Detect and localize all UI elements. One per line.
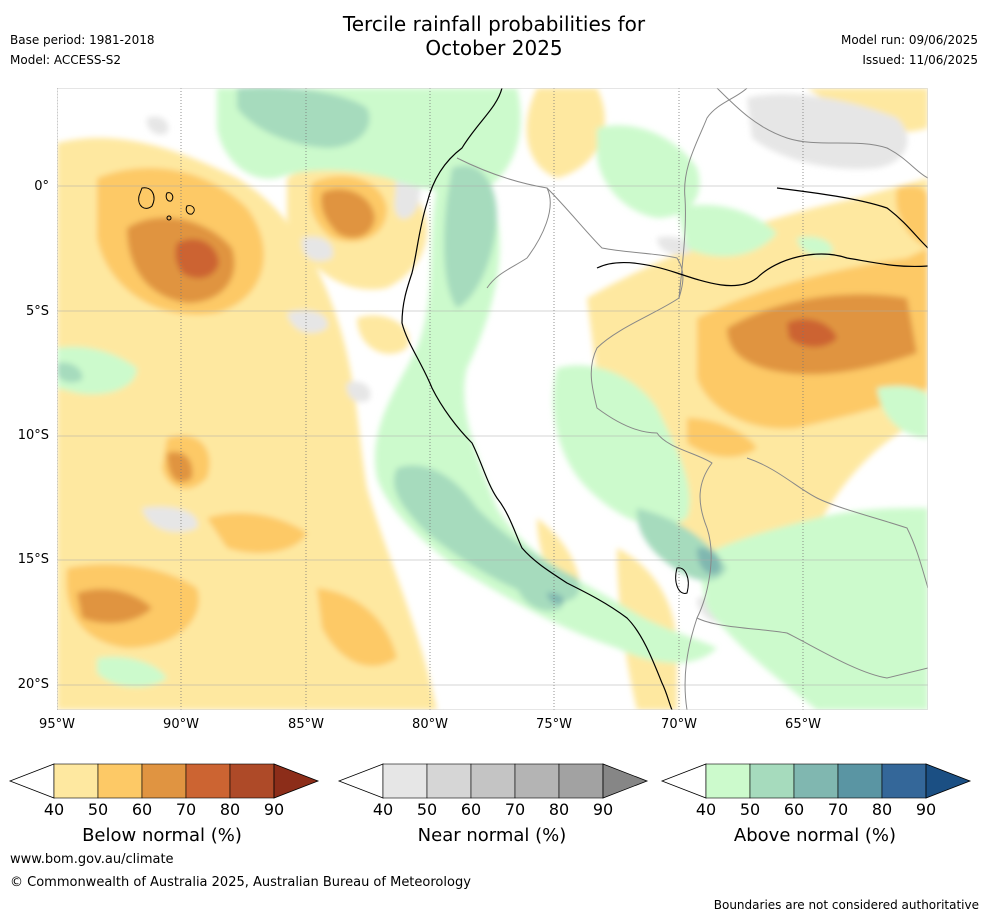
disclaimer-text: Boundaries are not considered authoritat… bbox=[713, 898, 979, 912]
colorbar-segment bbox=[749, 763, 795, 799]
colorbar-tick-label: 60 bbox=[131, 800, 153, 819]
below-normal-legend-title: Below normal (%) bbox=[82, 825, 242, 846]
title-line-1: Tercile rainfall probabilities for bbox=[342, 12, 646, 36]
colorbar-segment bbox=[837, 763, 883, 799]
colorbar-segment bbox=[53, 763, 99, 799]
near-normal-legend-title: Near normal (%) bbox=[417, 825, 567, 846]
below-normal-70-80-areas bbox=[175, 239, 837, 347]
lat-label-5s: 5°S bbox=[25, 304, 49, 319]
colorbar-tick-label: 70 bbox=[504, 800, 526, 819]
colorbar-max-extension bbox=[602, 763, 649, 799]
colorbar-min-extension bbox=[660, 763, 707, 799]
above-normal-60-70-areas bbox=[547, 547, 721, 605]
galapagos-islands bbox=[138, 187, 195, 221]
model-run-text: Model run: 09/06/2025 bbox=[840, 33, 978, 47]
title-line-2: October 2025 bbox=[425, 36, 563, 60]
meta-left: Base period: 1981-2018 Model: ACCESS-S2 bbox=[10, 30, 155, 70]
below-normal-colorbar bbox=[8, 763, 320, 799]
colorbar-tick-label: 80 bbox=[871, 800, 893, 819]
colorbar-segment bbox=[705, 763, 751, 799]
map-canvas bbox=[57, 88, 928, 710]
country-borders bbox=[456, 88, 928, 710]
lat-label-20s: 20°S bbox=[17, 677, 49, 692]
colorbar-tick-label: 40 bbox=[372, 800, 394, 819]
map-title: Tercile rainfall probabilities for Octob… bbox=[0, 12, 988, 60]
above-normal-legend-title: Above normal (%) bbox=[733, 825, 897, 846]
colorbar-tick-label: 50 bbox=[416, 800, 438, 819]
colorbar-segment bbox=[382, 763, 428, 799]
colorbar-segment bbox=[793, 763, 839, 799]
colorbar-tick-label: 40 bbox=[695, 800, 717, 819]
colorbar-min-extension bbox=[8, 763, 55, 799]
lake-titicaca bbox=[675, 567, 689, 594]
rainfall-map bbox=[57, 88, 928, 710]
coastline bbox=[401, 88, 928, 710]
lon-label-95w: 95°W bbox=[39, 717, 75, 732]
lat-label-15s: 15°S bbox=[17, 552, 49, 567]
colorbar-tick-label: 50 bbox=[87, 800, 109, 819]
colorbar-tick-label: 80 bbox=[219, 800, 241, 819]
lon-label-85w: 85°W bbox=[288, 717, 324, 732]
colorbar-tick-label: 90 bbox=[263, 800, 285, 819]
colorbar-tick-label: 40 bbox=[43, 800, 65, 819]
meta-right: Model run: 09/06/2025 Issued: 11/06/2025 bbox=[841, 30, 978, 70]
colorbar-segment bbox=[470, 763, 516, 799]
website-text: www.bom.gov.au/climate bbox=[10, 852, 174, 867]
colorbar-tick-label: 50 bbox=[739, 800, 761, 819]
base-period-text: Base period: 1981-2018 bbox=[10, 33, 155, 47]
colorbar-segment bbox=[558, 763, 604, 799]
colorbar-min-extension bbox=[337, 763, 384, 799]
probability-fields bbox=[57, 88, 928, 710]
colorbars bbox=[8, 763, 972, 799]
lat-label-10s: 10°S bbox=[17, 428, 49, 443]
lat-label-0: 0° bbox=[34, 179, 49, 194]
issued-text: Issued: 11/06/2025 bbox=[862, 53, 978, 67]
colorbar-tick-label: 60 bbox=[783, 800, 805, 819]
colorbar-segment bbox=[97, 763, 143, 799]
lon-label-80w: 80°W bbox=[412, 717, 448, 732]
colorbar-tick-label: 90 bbox=[915, 800, 937, 819]
colorbar-tick-label: 70 bbox=[827, 800, 849, 819]
colorbar-segment bbox=[141, 763, 187, 799]
colorbar-max-extension bbox=[273, 763, 320, 799]
latitude-gridlines bbox=[57, 185, 928, 686]
lon-label-70w: 70°W bbox=[661, 717, 697, 732]
colorbar-max-extension bbox=[925, 763, 972, 799]
above-normal-colorbar bbox=[660, 763, 972, 799]
lon-label-90w: 90°W bbox=[163, 717, 199, 732]
colorbar-tick-label: 80 bbox=[548, 800, 570, 819]
colorbar-segment bbox=[514, 763, 560, 799]
colorbar-tick-label: 90 bbox=[592, 800, 614, 819]
colorbar-segment bbox=[426, 763, 472, 799]
colorbar-segment bbox=[881, 763, 927, 799]
model-text: Model: ACCESS-S2 bbox=[10, 53, 122, 67]
colorbar-segment bbox=[229, 763, 275, 799]
copyright-text: © Commonwealth of Australia 2025, Austra… bbox=[10, 875, 471, 890]
lon-label-65w: 65°W bbox=[785, 717, 821, 732]
lon-label-75w: 75°W bbox=[536, 717, 572, 732]
near-normal-colorbar bbox=[337, 763, 649, 799]
colorbar-tick-label: 70 bbox=[175, 800, 197, 819]
map-frame bbox=[57, 88, 928, 710]
colorbar-segment bbox=[185, 763, 231, 799]
colorbar-tick-label: 60 bbox=[460, 800, 482, 819]
